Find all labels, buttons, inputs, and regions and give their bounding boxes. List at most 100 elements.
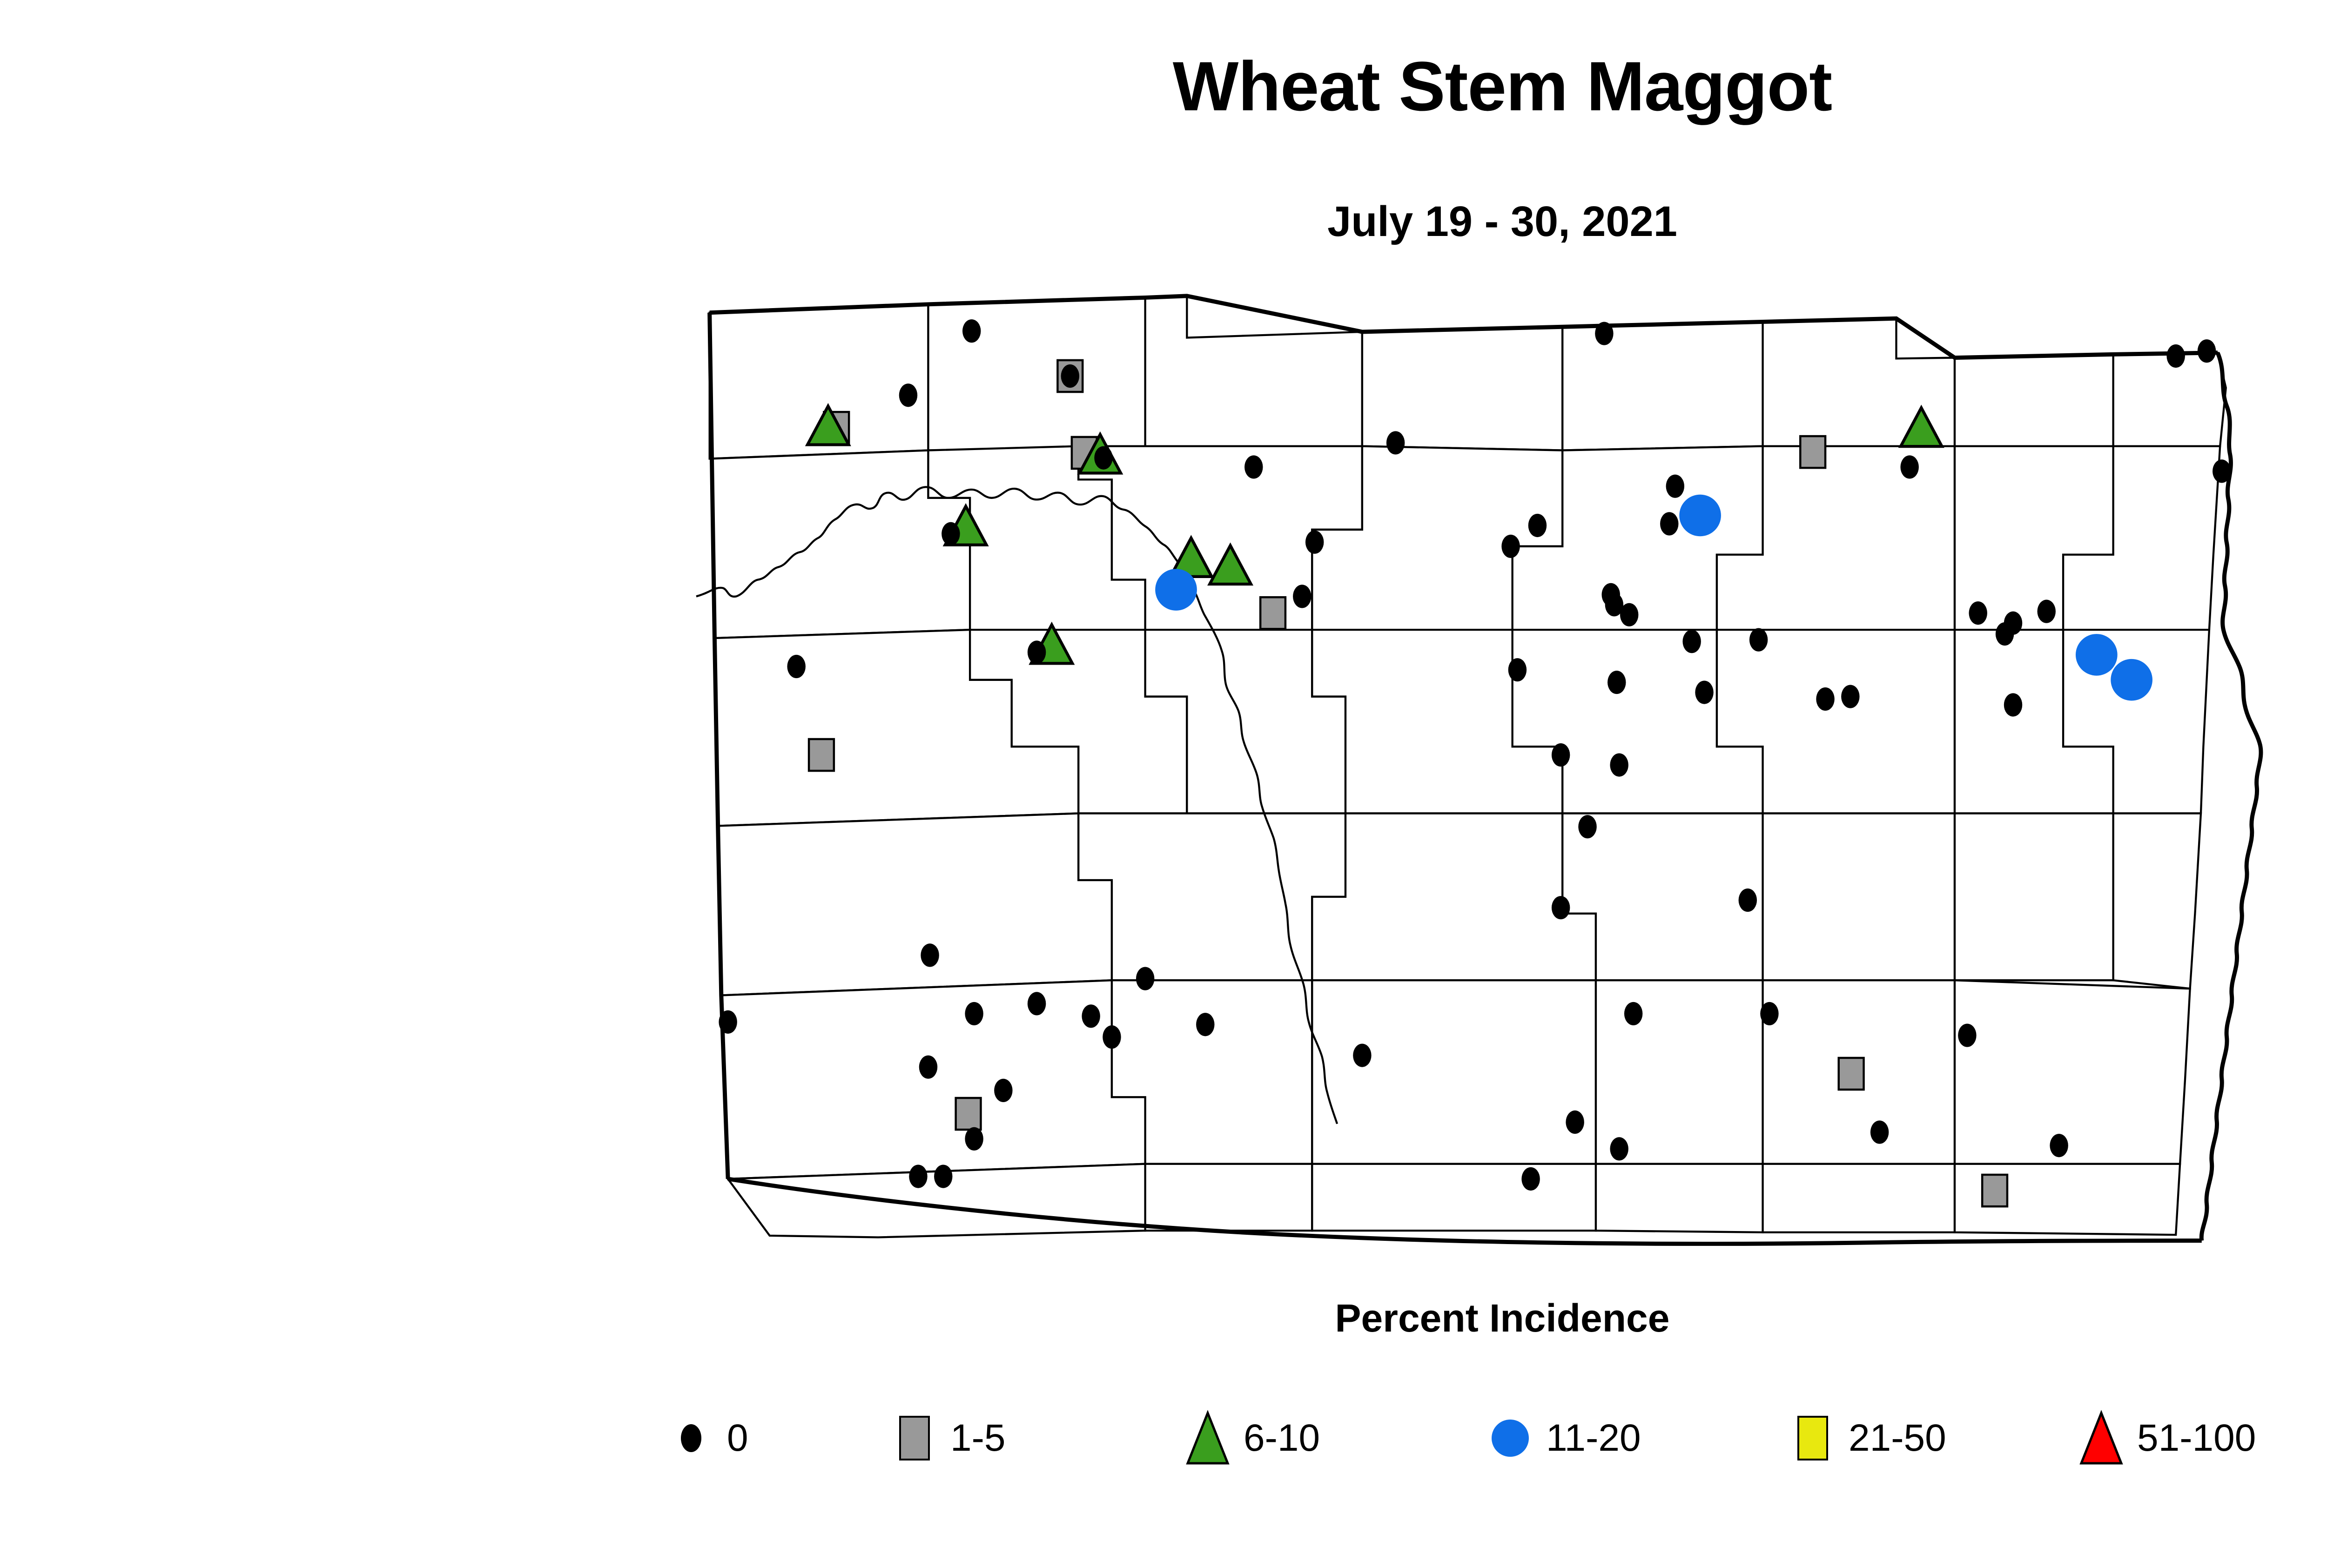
north-dakota-map bbox=[642, 279, 2299, 1247]
map-point-1-5[interactable] bbox=[1259, 596, 1287, 630]
legend-item-label: 0 bbox=[727, 1417, 748, 1459]
legend-item-1-5[interactable]: 1-5 bbox=[884, 1401, 1006, 1475]
gray-square-icon bbox=[884, 1406, 945, 1471]
map-point-1-5[interactable] bbox=[1981, 1173, 2009, 1208]
map-point-0[interactable] bbox=[1900, 455, 1919, 479]
map-point-0[interactable] bbox=[787, 654, 806, 679]
map-point-0[interactable] bbox=[2166, 344, 2185, 368]
map-point-0[interactable] bbox=[1749, 628, 1768, 652]
map-point-0[interactable] bbox=[1103, 1025, 1121, 1049]
map-point-0[interactable] bbox=[1508, 658, 1527, 682]
map-point-0[interactable] bbox=[1136, 967, 1155, 990]
map-point-0[interactable] bbox=[2004, 693, 2023, 717]
county-boundaries bbox=[708, 295, 2227, 1238]
map-point-0[interactable] bbox=[1682, 630, 1701, 653]
map-point-0[interactable] bbox=[1027, 992, 1046, 1016]
map-point-0[interactable] bbox=[965, 1002, 983, 1026]
legend-item-label: 21-50 bbox=[1849, 1417, 1946, 1459]
map-point-0[interactable] bbox=[919, 1055, 938, 1079]
legend-item-6-10[interactable]: 6-10 bbox=[1177, 1401, 1320, 1475]
map-point-0[interactable] bbox=[1521, 1167, 1540, 1191]
map-point-6-10[interactable] bbox=[805, 403, 851, 446]
map-point-0[interactable] bbox=[1082, 1004, 1100, 1028]
map-point-6-10[interactable] bbox=[1207, 542, 1254, 586]
green-triangle-icon bbox=[1177, 1406, 1238, 1471]
map-point-0[interactable] bbox=[1551, 896, 1570, 920]
map-point-0[interactable] bbox=[2004, 611, 2023, 635]
map-point-0[interactable] bbox=[1610, 753, 1628, 777]
map-point-0[interactable] bbox=[1353, 1043, 1372, 1067]
map-point-0[interactable] bbox=[1386, 431, 1405, 455]
date-range-subtitle: July 19 - 30, 2021 bbox=[1327, 198, 1677, 245]
map-point-0[interactable] bbox=[1196, 1013, 1215, 1036]
map-point-0[interactable] bbox=[1610, 1137, 1628, 1161]
map-point-1-5[interactable] bbox=[807, 738, 835, 772]
map-point-0[interactable] bbox=[1566, 1110, 1584, 1134]
legend-item-0[interactable]: 0 bbox=[661, 1401, 748, 1475]
legend-item-51-100[interactable]: 51-100 bbox=[2071, 1401, 2256, 1475]
page-title: Wheat Stem Maggot bbox=[1172, 47, 1832, 125]
map-point-0[interactable] bbox=[1969, 601, 1987, 625]
map-point-0[interactable] bbox=[1841, 685, 1860, 708]
map-point-0[interactable] bbox=[2197, 339, 2216, 363]
map-point-0[interactable] bbox=[1695, 680, 1714, 704]
map-point-1-5[interactable] bbox=[1837, 1057, 1865, 1091]
map-point-0[interactable] bbox=[719, 1010, 737, 1034]
map-point-0[interactable] bbox=[942, 522, 960, 545]
map-point-0[interactable] bbox=[1551, 743, 1570, 767]
map-point-0[interactable] bbox=[1738, 888, 1757, 912]
missouri-river-sakakawea bbox=[696, 486, 1338, 1124]
map-point-0[interactable] bbox=[1578, 815, 1597, 839]
map-point-0[interactable] bbox=[1607, 670, 1626, 694]
map-point-0[interactable] bbox=[1816, 687, 1835, 711]
map-point-0[interactable] bbox=[1870, 1120, 1889, 1144]
blue-circle-icon bbox=[1480, 1406, 1540, 1471]
legend: 0 1-5 6-10 11-20 21-50 51-100 bbox=[0, 1401, 2327, 1485]
legend-title: Percent Incidence bbox=[1335, 1296, 1670, 1340]
map-point-0[interactable] bbox=[1061, 364, 1080, 388]
map-point-1-5[interactable] bbox=[955, 1097, 982, 1131]
map-point-11-20[interactable] bbox=[2111, 659, 2152, 701]
map-point-0[interactable] bbox=[2037, 599, 2056, 623]
map-point-0[interactable] bbox=[921, 943, 939, 967]
map-point-11-20[interactable] bbox=[1155, 569, 1197, 611]
map-point-0[interactable] bbox=[1027, 640, 1046, 664]
black-circle-icon bbox=[661, 1406, 721, 1471]
map-point-1-5[interactable] bbox=[1799, 435, 1827, 469]
map-point-0[interactable] bbox=[1760, 1002, 1779, 1026]
legend-item-21-50[interactable]: 21-50 bbox=[1782, 1401, 1946, 1475]
map-point-11-20[interactable] bbox=[1679, 494, 1721, 537]
map-point-0[interactable] bbox=[1595, 322, 1614, 345]
map-point-0[interactable] bbox=[1501, 534, 1520, 558]
map-point-6-10[interactable] bbox=[1898, 404, 1944, 448]
map-point-0[interactable] bbox=[965, 1127, 983, 1151]
map-point-0[interactable] bbox=[962, 319, 981, 343]
map-point-11-20[interactable] bbox=[2076, 634, 2118, 676]
legend-item-label: 51-100 bbox=[2137, 1417, 2256, 1459]
map-point-0[interactable] bbox=[994, 1078, 1013, 1102]
map-point-0[interactable] bbox=[1620, 603, 1639, 626]
legend-item-label: 6-10 bbox=[1244, 1417, 1320, 1459]
yellow-square-icon bbox=[1782, 1406, 1843, 1471]
map-point-0[interactable] bbox=[1958, 1023, 1977, 1047]
map-point-0[interactable] bbox=[1660, 512, 1679, 536]
map-svg bbox=[696, 294, 2263, 1246]
map-point-0[interactable] bbox=[1305, 530, 1324, 554]
map-point-0[interactable] bbox=[1624, 1002, 1643, 1026]
legend-item-label: 11-20 bbox=[1546, 1417, 1641, 1459]
legend-item-label: 1-5 bbox=[950, 1417, 1006, 1459]
map-point-0[interactable] bbox=[1244, 455, 1263, 479]
map-point-0[interactable] bbox=[1528, 513, 1547, 538]
map-point-0[interactable] bbox=[1605, 593, 1624, 617]
map-point-0[interactable] bbox=[1293, 585, 1311, 608]
map-point-0[interactable] bbox=[1094, 446, 1113, 470]
map-point-0[interactable] bbox=[909, 1164, 928, 1188]
map-point-0[interactable] bbox=[1666, 474, 1685, 498]
map-point-0[interactable] bbox=[2050, 1134, 2068, 1157]
data-point-markers bbox=[719, 319, 2231, 1208]
legend-item-11-20[interactable]: 11-20 bbox=[1480, 1401, 1641, 1475]
map-point-0[interactable] bbox=[899, 384, 918, 407]
map-point-0[interactable] bbox=[934, 1164, 953, 1188]
map-point-0[interactable] bbox=[2213, 459, 2231, 483]
